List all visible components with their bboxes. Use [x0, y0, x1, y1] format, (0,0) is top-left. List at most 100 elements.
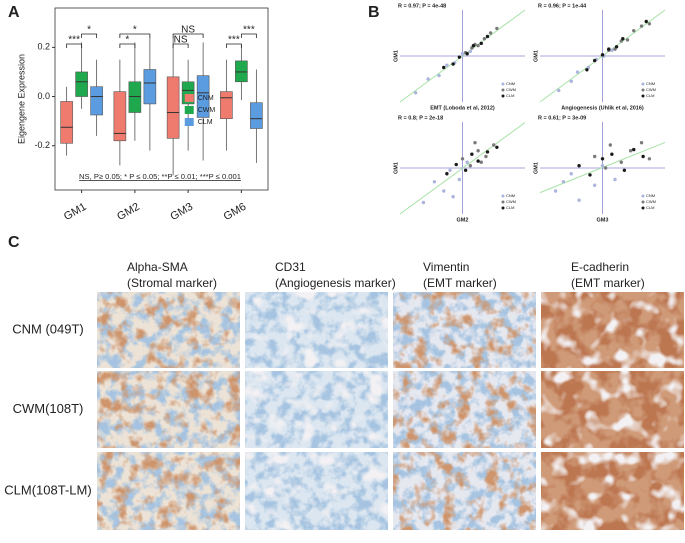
x-tick-label: GM2: [115, 201, 142, 223]
point: [485, 150, 490, 154]
box: [196, 75, 210, 118]
point: [592, 183, 597, 187]
legend-marker: [641, 82, 645, 86]
legend-marker: [501, 194, 505, 198]
point: [460, 52, 465, 56]
panel-label: A: [8, 4, 20, 21]
legend-label: CLM: [646, 93, 654, 98]
legend-marker: [641, 194, 645, 198]
box: [143, 69, 157, 105]
legend-label: CLM: [646, 205, 654, 210]
point: [445, 63, 449, 67]
column-header: E-cadherin: [571, 260, 629, 274]
point: [592, 154, 597, 159]
point: [426, 77, 430, 81]
box: [90, 86, 103, 116]
point: [588, 173, 592, 177]
point: [492, 143, 496, 147]
ihc-texture: [245, 292, 388, 368]
legend-label: CWM: [506, 199, 516, 204]
point: [557, 88, 561, 93]
point: [454, 162, 458, 167]
ihc-texture: [541, 371, 684, 448]
point: [421, 200, 426, 205]
point: [468, 164, 473, 168]
y-axis-label: GM1: [533, 50, 539, 62]
legend-label: CNM: [506, 193, 515, 198]
fit-line: [399, 122, 526, 215]
x-tick-label: GM3: [168, 201, 195, 223]
y-axis-label: GM1: [393, 50, 399, 62]
point: [465, 52, 469, 56]
point: [575, 70, 580, 74]
significance-label: NS: [181, 25, 195, 36]
ihc-texture: [393, 292, 536, 368]
point: [471, 43, 476, 48]
x-tick-label: GM1: [62, 201, 89, 223]
significance-bracket: [225, 43, 242, 48]
box: [75, 71, 88, 97]
significance-label: ***: [243, 25, 255, 36]
point: [621, 37, 625, 41]
plot-title: R = 0.96; P = 1e-44: [538, 3, 587, 9]
box: [166, 76, 180, 139]
box: [250, 102, 263, 129]
point: [632, 29, 636, 33]
y-tick-label: -0.2: [34, 140, 50, 150]
point: [647, 157, 652, 161]
point: [432, 180, 437, 184]
legend-marker: [501, 88, 505, 92]
point: [632, 147, 636, 152]
legend-swatch: [184, 106, 194, 114]
point: [625, 38, 630, 42]
legend-label: CWM: [506, 87, 516, 92]
point: [553, 189, 558, 193]
point: [442, 65, 446, 70]
point: [457, 55, 462, 59]
y-tick-label: 0.2: [37, 42, 50, 52]
point: [463, 168, 468, 172]
row-label: CNM (049T): [12, 321, 84, 336]
significance-label: *: [87, 25, 91, 36]
legend-marker: [501, 206, 505, 210]
point: [495, 26, 499, 31]
legend-marker: [641, 200, 645, 204]
point: [610, 152, 614, 156]
legend-label: CLM: [198, 119, 213, 126]
significance-label: ***: [68, 35, 80, 46]
point: [476, 43, 480, 48]
legend-label: CWM: [646, 199, 656, 204]
significance-bracket: [172, 33, 204, 38]
significance-label: *: [125, 35, 129, 46]
point: [442, 189, 446, 193]
ihc-texture: [245, 452, 388, 530]
point: [460, 157, 465, 161]
ihc-texture: [393, 452, 536, 530]
plot-title: R = 0.61; P = 3e-09: [538, 115, 586, 121]
legend-swatch: [184, 94, 194, 102]
ihc-texture: [393, 371, 536, 448]
point: [613, 177, 617, 182]
x-axis-label: Angiogenesis (Uhlik et al, 2016): [561, 105, 644, 111]
point: [614, 45, 619, 49]
significance-label: *: [133, 25, 137, 36]
point: [569, 79, 573, 84]
note: NS, P≥ 0.05; * P ≤ 0.05; **P ≤ 0.01; ***…: [79, 172, 241, 181]
point: [628, 149, 633, 153]
legend-label: CLM: [506, 93, 514, 98]
row-label: CWM(108T): [13, 401, 84, 416]
y-axis-label: GM1: [533, 162, 539, 174]
significance-bracket: [119, 43, 136, 48]
point: [647, 22, 652, 26]
point: [465, 160, 469, 164]
point: [607, 47, 611, 51]
point: [451, 195, 455, 199]
point: [479, 160, 483, 164]
significance-bracket: [240, 33, 257, 38]
legend-marker: [641, 88, 645, 92]
significance-bracket: [81, 33, 98, 38]
point: [457, 177, 462, 182]
column-header: Alpha-SMA: [127, 260, 188, 274]
point: [585, 68, 589, 72]
